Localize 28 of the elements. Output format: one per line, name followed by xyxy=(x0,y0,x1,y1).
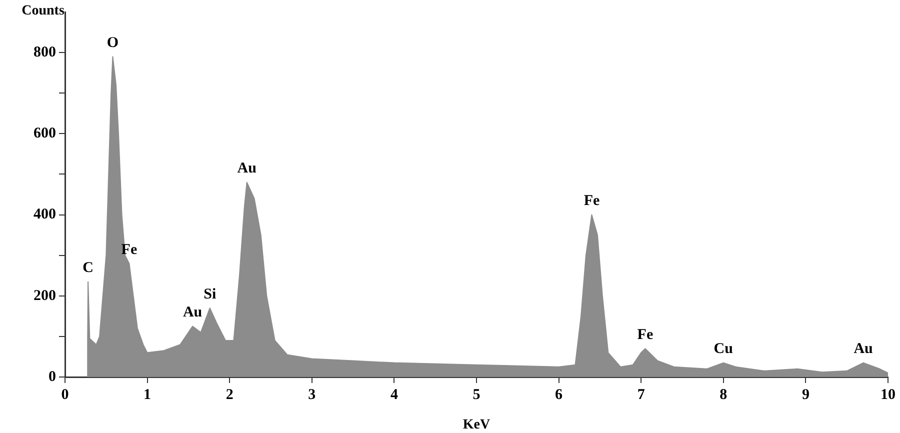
x-tick-label: 8 xyxy=(720,386,728,403)
annotation: Au xyxy=(182,304,202,321)
annotation: C xyxy=(82,260,94,276)
x-tick-label: 9 xyxy=(802,386,810,403)
x-tick-label: 0 xyxy=(61,386,69,403)
annotation: Au xyxy=(854,341,873,358)
annotation: Si xyxy=(204,286,216,302)
x-tick-label: 4 xyxy=(390,386,398,403)
annotation: Cu xyxy=(714,341,733,358)
annotation: Fe xyxy=(637,326,654,343)
x-axis-title: KeV xyxy=(462,418,490,433)
y-tick-label: 200 xyxy=(34,288,56,304)
y-tick-label: 800 xyxy=(34,44,56,60)
x-tick-label: 5 xyxy=(472,386,480,403)
annotation: Fe xyxy=(121,242,138,258)
x-tick-label: 6 xyxy=(555,386,564,403)
x-tick-label: 7 xyxy=(637,386,646,403)
x-tick-label: 3 xyxy=(308,386,316,403)
y-axis-title: Counts xyxy=(22,4,65,19)
y-tick-label: 400 xyxy=(34,206,56,223)
x-tick-label: 2 xyxy=(226,386,234,403)
x-tick-label: 10 xyxy=(880,386,896,403)
annotation: Au xyxy=(237,160,256,177)
x-tick-label: 1 xyxy=(144,386,152,403)
y-tick-label: 0 xyxy=(48,368,56,385)
y-tick-label: 600 xyxy=(34,126,56,142)
annotation: Fe xyxy=(584,193,600,210)
annotation: O xyxy=(106,34,119,51)
